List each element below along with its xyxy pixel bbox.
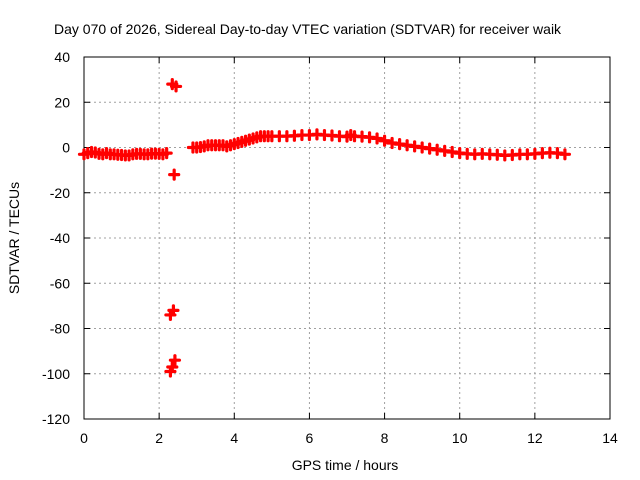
data-point [168, 168, 181, 181]
x-tick-label: 8 [381, 430, 389, 446]
y-tick-label: -100 [42, 366, 70, 382]
x-axis-label: GPS time / hours [292, 457, 399, 473]
data-point [167, 304, 180, 317]
y-tick-label: -60 [50, 275, 70, 291]
x-tick-label: 0 [80, 430, 88, 446]
x-tick-label: 6 [306, 430, 314, 446]
tick-labels: 0 2 4 6 8 10 12 14 -120 -100 -80 -60 -40 -20 0 20 40 [42, 49, 618, 446]
x-tick-label: 4 [230, 430, 238, 446]
y-tick-label: 0 [62, 140, 70, 156]
data-point [558, 148, 572, 161]
y-tick-label: -120 [42, 411, 70, 427]
axis-ticks [83, 56, 611, 420]
data-points [77, 78, 572, 378]
x-tick-label: 2 [155, 430, 163, 446]
x-tick-label: 10 [452, 430, 468, 446]
data-point [378, 134, 391, 147]
data-point [168, 354, 182, 367]
chart-title: Day 070 of 2026, Sidereal Day-to-day VTE… [54, 21, 562, 37]
grid-lines [84, 57, 610, 419]
data-point [169, 80, 183, 93]
y-tick-label: 20 [54, 94, 70, 110]
data-point [166, 360, 179, 374]
y-tick-label: -40 [50, 230, 70, 246]
y-axis-label: SDTVAR / TECUs [6, 182, 22, 294]
data-point [370, 132, 384, 145]
x-tick-label: 12 [527, 430, 543, 446]
x-tick-label: 14 [602, 430, 618, 446]
data-point [160, 147, 173, 160]
y-tick-label: -20 [50, 185, 70, 201]
y-tick-label: -80 [50, 321, 70, 337]
plot-frame [83, 56, 611, 420]
y-tick-label: 40 [54, 49, 70, 65]
